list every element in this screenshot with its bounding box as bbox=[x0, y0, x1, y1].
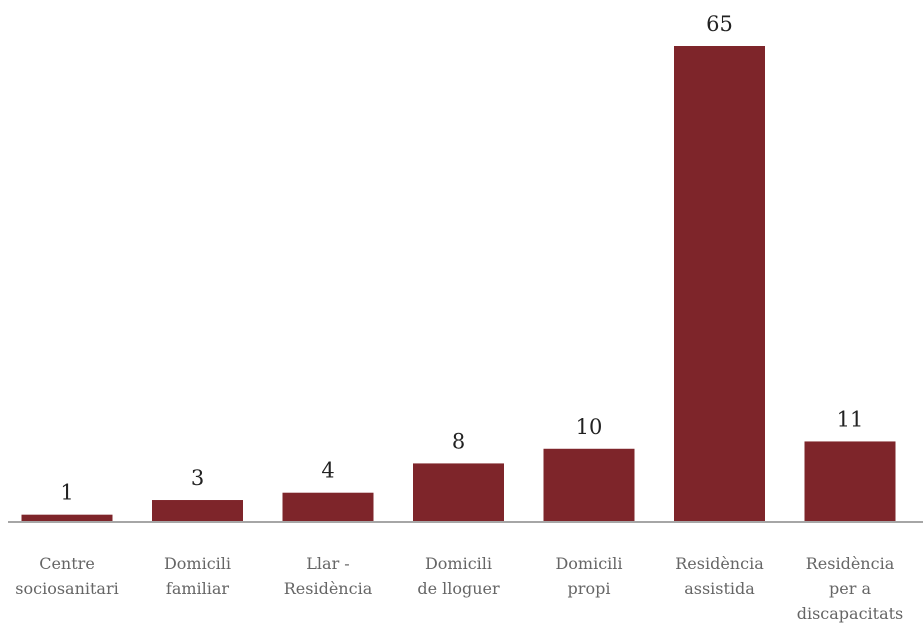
category-label-4-line-1: propi bbox=[568, 579, 611, 598]
bar-6 bbox=[804, 441, 896, 522]
category-label-4: Domicili propi bbox=[555, 554, 622, 598]
category-label-0-line-1: sociosanitari bbox=[15, 579, 118, 598]
value-label-4: 10 bbox=[576, 415, 603, 439]
category-label-2-line-0: Llar - bbox=[306, 554, 349, 573]
category-label-5-line-0: Residència bbox=[675, 554, 764, 573]
value-label-1: 3 bbox=[191, 466, 204, 490]
category-labels-group: Centre sociosanitari Domicili familiar Llar … bbox=[15, 554, 903, 623]
value-label-2: 4 bbox=[321, 459, 334, 483]
category-label-0: Centre sociosanitari bbox=[15, 554, 118, 598]
category-label-1: Domicili familiar bbox=[164, 554, 231, 598]
bar-5 bbox=[674, 46, 765, 522]
category-label-3-line-0: Domicili bbox=[425, 554, 492, 573]
category-label-6-line-2: discapacitats bbox=[797, 604, 904, 623]
category-label-3: Domicili de lloguer bbox=[417, 554, 500, 598]
value-label-5: 65 bbox=[706, 12, 733, 36]
bar-1 bbox=[152, 500, 243, 522]
bar-0 bbox=[21, 514, 113, 522]
value-labels-group: 1 3 4 8 10 65 11 bbox=[60, 12, 863, 505]
category-label-1-line-0: Domicili bbox=[164, 554, 231, 573]
category-label-5: Residència assistida bbox=[675, 554, 764, 598]
bars-group bbox=[21, 46, 896, 522]
category-label-6-line-0: Residència bbox=[806, 554, 895, 573]
value-label-3: 8 bbox=[452, 429, 465, 453]
category-label-1-line-1: familiar bbox=[166, 579, 230, 598]
category-label-2: Llar - Residència bbox=[284, 554, 373, 598]
bar-3 bbox=[413, 463, 504, 522]
bar-4 bbox=[543, 448, 635, 522]
category-label-6: Residència per a discapacitats bbox=[797, 554, 904, 623]
category-label-2-line-1: Residència bbox=[284, 579, 373, 598]
bar-2 bbox=[282, 492, 374, 522]
category-label-3-line-1: de lloguer bbox=[417, 579, 500, 598]
value-label-0: 1 bbox=[60, 481, 73, 505]
value-label-6: 11 bbox=[837, 407, 864, 431]
category-label-5-line-1: assistida bbox=[684, 579, 755, 598]
category-label-6-line-1: per a bbox=[829, 579, 871, 598]
category-label-0-line-0: Centre bbox=[39, 554, 95, 573]
category-label-4-line-0: Domicili bbox=[555, 554, 622, 573]
